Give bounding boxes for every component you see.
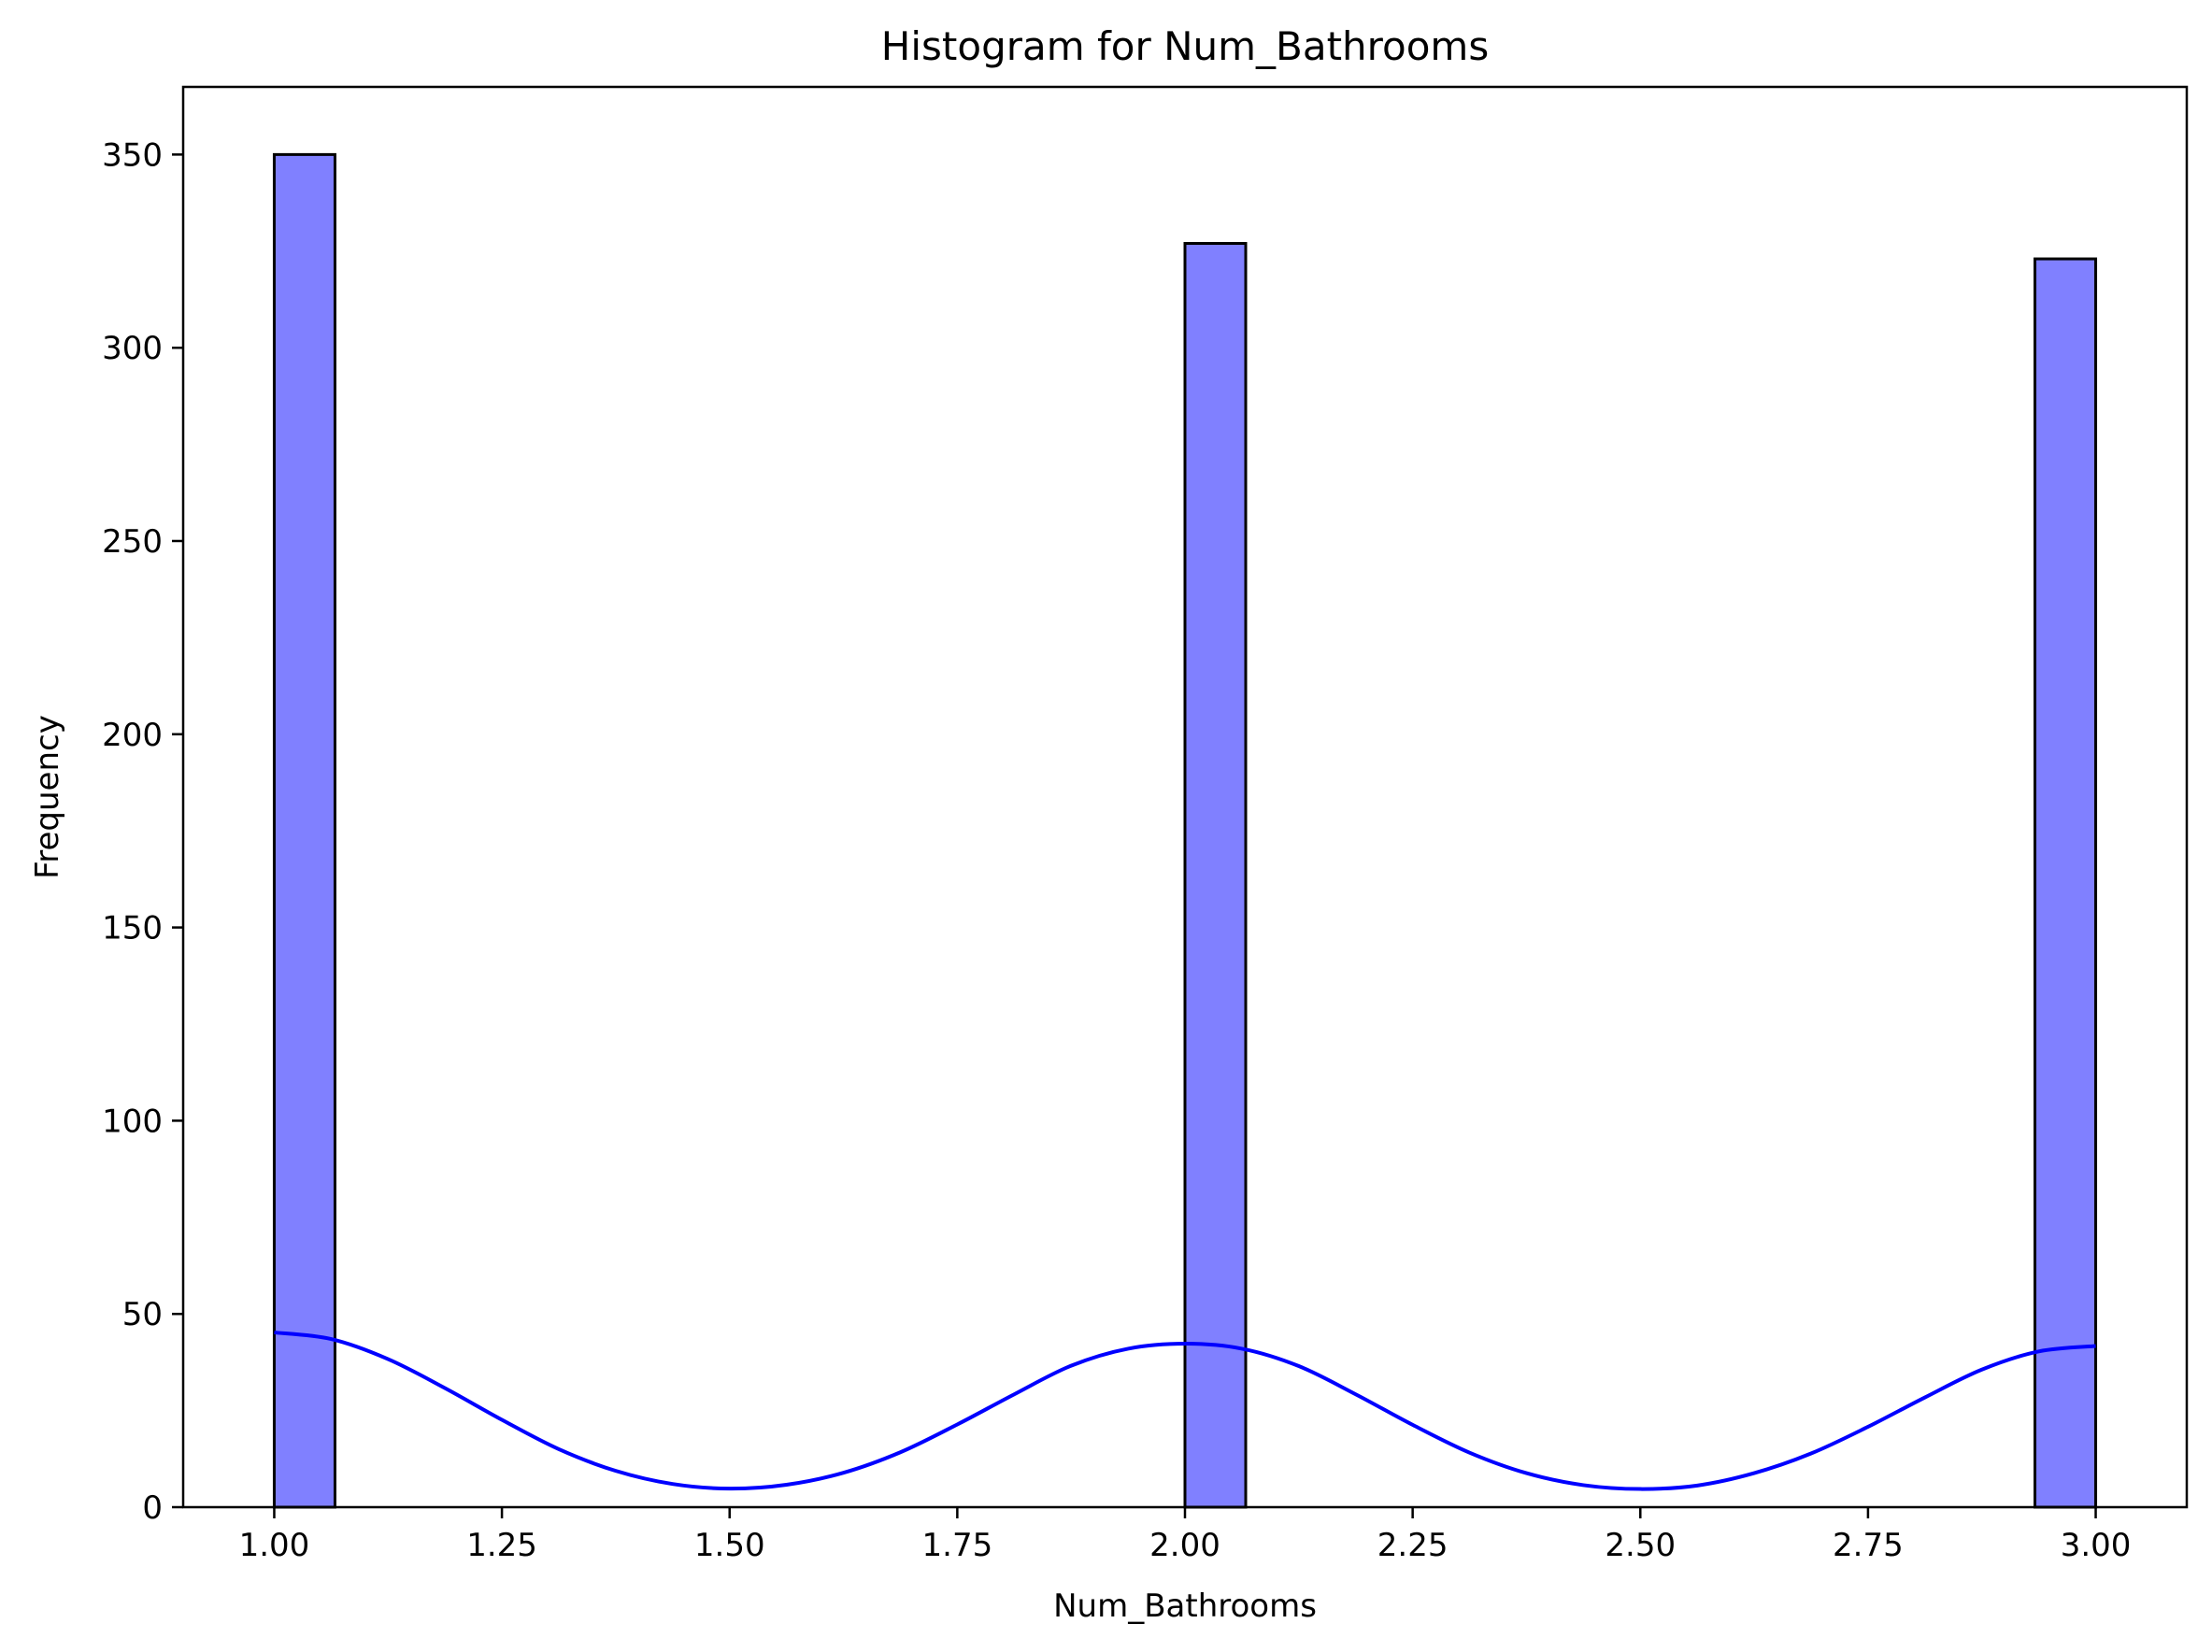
y-tick-label: 250	[102, 523, 163, 561]
y-tick-label: 50	[122, 1296, 163, 1333]
y-tick-label: 150	[102, 910, 163, 947]
histogram-bar-2	[1183, 242, 1248, 1509]
kde-layer	[274, 1331, 2096, 1491]
y-axis-label: Frequency	[29, 715, 66, 879]
x-tick-label: 1.75	[922, 1527, 993, 1564]
x-axis-ticks: 1.00 1.25 1.50 1.75 2.00 2.25 2.50 2.75 3.00	[239, 1507, 2132, 1564]
histogram-bar-1	[272, 152, 336, 1509]
kde-curve	[274, 1331, 2096, 1491]
x-tick-label: 2.25	[1377, 1527, 1449, 1564]
y-tick-label: 0	[142, 1489, 163, 1527]
chart-title: Histogram for Num_Bathrooms	[881, 23, 1489, 69]
y-axis-ticks: 0 50 100 150 200 250 300 350	[102, 136, 183, 1527]
x-tick-label: 1.00	[239, 1527, 310, 1564]
histogram-bar-3	[2034, 257, 2098, 1509]
y-tick-label: 300	[102, 330, 163, 367]
bars-layer	[272, 152, 2098, 1509]
x-tick-label: 2.50	[1605, 1527, 1676, 1564]
x-axis-label: Num_Bathrooms	[1053, 1588, 1317, 1625]
y-tick-label: 100	[102, 1103, 163, 1140]
y-tick-label: 200	[102, 717, 163, 754]
x-tick-label: 1.50	[694, 1527, 765, 1564]
y-tick-label: 350	[102, 136, 163, 174]
x-tick-label: 3.00	[2061, 1527, 2132, 1564]
x-tick-label: 1.25	[466, 1527, 537, 1564]
x-tick-label: 2.00	[1149, 1527, 1220, 1564]
x-tick-label: 2.75	[1833, 1527, 1904, 1564]
